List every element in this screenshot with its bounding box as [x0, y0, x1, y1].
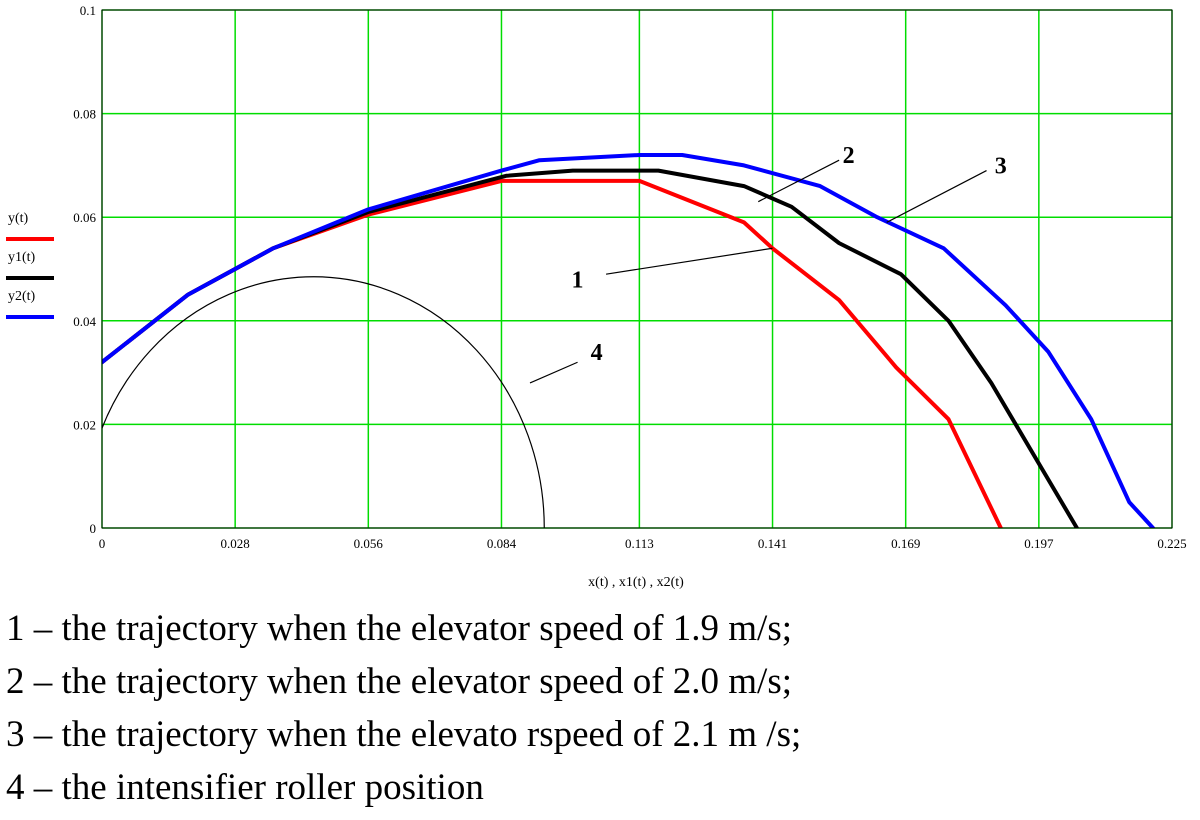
series-line-1 — [102, 178, 1003, 528]
callout-leader-1 — [605, 247, 773, 275]
plot-frame — [101, 9, 1173, 529]
y-tick-label: 0.08 — [73, 107, 96, 122]
x-tick-label: 0.141 — [758, 536, 787, 551]
chart-canvas: 1 2 3 4 0 0.028 0.056 0.084 0.113 0.141 0.169 0.19… — [6, 3, 1187, 590]
callout-label-4: 4 — [591, 340, 603, 366]
callout-leader-4 — [529, 361, 578, 384]
x-tick-label: 0.169 — [891, 536, 920, 551]
x-tick-label: 0.084 — [487, 536, 517, 551]
callout-label-2: 2 — [843, 143, 855, 169]
series-line-2 — [102, 168, 1079, 528]
caption-line-4: 4 – the intensifier roller position — [6, 767, 484, 808]
legend-label-3: y2(t) — [8, 289, 36, 304]
x-tick-label: 0.113 — [625, 536, 654, 551]
x-tick-label: 0.056 — [354, 536, 384, 551]
caption-line-1: 1 – the trajectory when the elevator spe… — [6, 608, 792, 649]
x-tick-label: 0 — [99, 536, 106, 551]
caption: 1 – the trajectory when the elevator spe… — [6, 602, 1196, 814]
callout-label-3: 3 — [995, 153, 1007, 179]
legend: y(t) y1(t) y2(t) — [6, 211, 54, 319]
x-tick-labels: 0 0.028 0.056 0.084 0.113 0.141 0.169 0.197 0.22… — [99, 536, 1187, 551]
y-tick-label: 0.04 — [73, 314, 96, 329]
caption-line-2: 2 – the trajectory when the elevator spe… — [6, 661, 792, 702]
y-tick-label: 0.06 — [73, 210, 96, 225]
y-tick-label: 0.1 — [80, 3, 96, 18]
caption-line-3: 3 – the trajectory when the elevato rspe… — [6, 714, 802, 755]
y-tick-label: 0.02 — [73, 417, 96, 432]
legend-label-2: y1(t) — [8, 250, 36, 265]
callout-leader-3 — [886, 170, 987, 223]
x-tick-label: 0.225 — [1157, 536, 1186, 551]
callout-leader-2 — [757, 159, 840, 203]
x-tick-label: 0.028 — [221, 536, 250, 551]
x-tick-label: 0.197 — [1024, 536, 1054, 551]
y-tick-label: 0 — [90, 521, 97, 536]
y-tick-labels: 0 0.02 0.04 0.06 0.08 0.1 — [73, 3, 96, 536]
callout-label-1: 1 — [572, 267, 584, 293]
legend-label-1: y(t) — [8, 211, 29, 226]
series-lines — [102, 153, 1155, 528]
roller-circle — [102, 276, 545, 528]
x-axis-label: x(t) , x1(t) , x2(t) — [588, 575, 684, 590]
callouts: 1 2 3 4 — [529, 143, 1007, 384]
series-line-3 — [102, 153, 1155, 528]
trajectory-chart: 1 2 3 4 0 0.028 0.056 0.084 0.113 0.141 0.169 0.19… — [6, 3, 1187, 590]
